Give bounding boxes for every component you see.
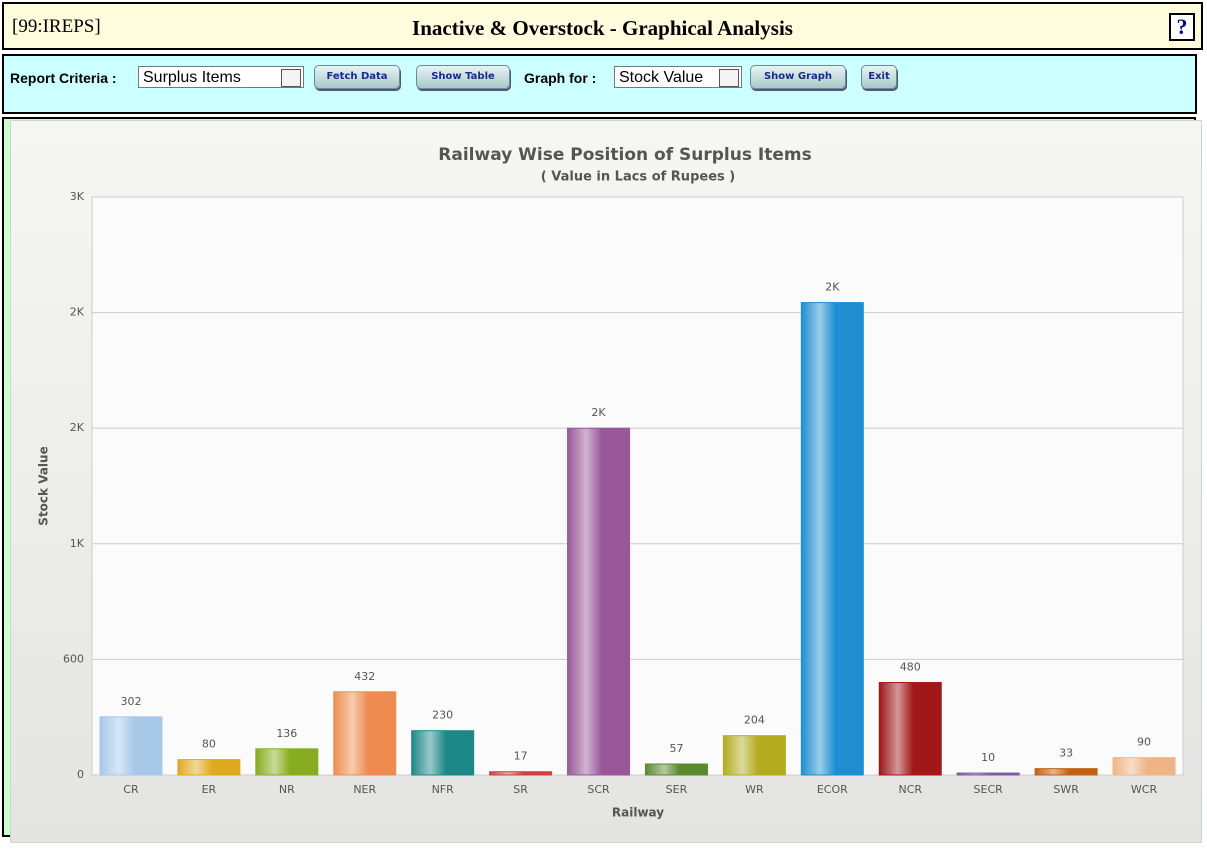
- y-tick-label: 0: [77, 768, 84, 781]
- x-tick-label: SER: [666, 783, 688, 796]
- x-tick-label: NFR: [432, 783, 455, 796]
- x-tick-label: NER: [353, 783, 376, 796]
- bar: [489, 771, 553, 776]
- bar: [878, 682, 942, 776]
- x-tick-label: WCR: [1131, 783, 1158, 796]
- data-label: 57: [669, 742, 683, 755]
- x-tick-label: ER: [202, 783, 217, 796]
- data-label: 230: [432, 709, 453, 722]
- header: [99:IREPS] Inactive & Overstock - Graphi…: [2, 2, 1203, 50]
- x-tick-label: ECOR: [817, 783, 848, 796]
- x-tick-label: SR: [513, 783, 528, 796]
- bar: [333, 691, 397, 776]
- y-axis-title: Stock Value: [37, 446, 51, 525]
- show-graph-button[interactable]: Show Graph: [750, 65, 846, 89]
- x-tick-label: WR: [745, 783, 764, 796]
- help-button[interactable]: ?: [1169, 13, 1195, 41]
- data-label: 136: [276, 727, 297, 740]
- bar: [956, 772, 1020, 776]
- data-label: 17: [514, 750, 528, 763]
- x-axis-title: Railway: [612, 806, 664, 820]
- x-tick-label: SWR: [1053, 783, 1079, 796]
- bar: [411, 730, 475, 776]
- x-tick-label: NR: [279, 783, 295, 796]
- graph-label: Graph for :: [524, 70, 597, 86]
- y-tick-label: 2K: [70, 421, 85, 434]
- x-tick-label: NCR: [898, 783, 922, 796]
- bar: [800, 302, 864, 776]
- x-tick-label: CR: [123, 783, 139, 796]
- chart-title: Railway Wise Position of Surplus Items: [438, 145, 811, 165]
- data-label: 432: [354, 670, 375, 683]
- bar: [644, 763, 708, 776]
- data-label: 10: [981, 751, 995, 764]
- bar: [99, 716, 163, 776]
- chart-subtitle: ( Value in Lacs of Rupees ): [541, 170, 735, 185]
- bar: [567, 427, 631, 776]
- bar: [177, 759, 241, 776]
- y-tick-label: 600: [63, 652, 84, 665]
- criteria-label: Report Criteria :: [10, 70, 117, 86]
- bar: [1112, 757, 1176, 776]
- bar: [1034, 768, 1098, 776]
- bar: [255, 748, 319, 776]
- app-code: [99:IREPS]: [12, 16, 101, 37]
- chart: Railway Wise Position of Surplus Items (…: [10, 120, 1202, 843]
- bar: [722, 735, 786, 776]
- table-button[interactable]: Show Table: [416, 65, 510, 89]
- data-label: 80: [202, 738, 216, 751]
- criteria-select[interactable]: Surplus Items: [138, 66, 304, 88]
- fetch-button[interactable]: Fetch Data: [314, 65, 400, 89]
- data-label: 2K: [825, 281, 840, 294]
- x-tick-label: SCR: [587, 783, 610, 796]
- y-tick-label: 3K: [70, 190, 85, 203]
- data-label: 204: [744, 714, 765, 727]
- data-label: 2K: [591, 406, 606, 419]
- y-tick-label: 1K: [70, 537, 85, 550]
- plot-area: [91, 196, 1184, 776]
- graph-select[interactable]: Stock Value: [614, 66, 742, 88]
- data-label: 480: [900, 661, 921, 674]
- data-label: 302: [120, 695, 141, 708]
- data-label: 90: [1137, 736, 1151, 749]
- y-tick-label: 2K: [70, 306, 85, 319]
- data-label: 33: [1059, 747, 1073, 760]
- exit-button[interactable]: Exit: [861, 65, 897, 89]
- x-tick-label: SECR: [974, 783, 1004, 796]
- toolbar: Report Criteria : Surplus Items Fetch Da…: [2, 54, 1197, 114]
- page-title: Inactive & Overstock - Graphical Analysi…: [412, 16, 793, 40]
